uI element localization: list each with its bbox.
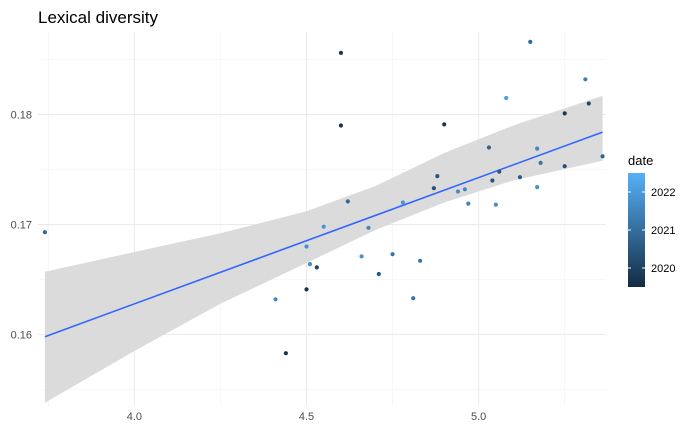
points-layer: [42, 39, 605, 356]
data-point: [304, 244, 309, 249]
data-point: [321, 224, 326, 229]
trend-line-layer: [44, 131, 603, 338]
confidence-band-layer: [44, 95, 603, 403]
data-point: [528, 39, 533, 45]
data-point: [273, 297, 278, 302]
data-point: [42, 230, 47, 235]
data-point: [504, 95, 509, 101]
data-point: [283, 351, 288, 356]
data-point: [345, 199, 350, 204]
data-point: [376, 271, 381, 277]
legend-ticks: 2020 2021 2022: [628, 187, 675, 275]
y-tick-label: 0.17: [11, 220, 32, 232]
legend-tick-label: 2021: [651, 225, 675, 237]
y-tick-label: 0.16: [11, 330, 32, 342]
legend-colorbar: [628, 173, 645, 287]
data-point: [418, 258, 423, 263]
data-point: [442, 122, 447, 127]
data-point: [486, 145, 492, 150]
trend-line: [44, 131, 603, 338]
data-point: [493, 202, 498, 207]
x-tick-label: 4.5: [299, 411, 314, 423]
confidence-band: [44, 95, 603, 403]
x-axis-ticks: 4.0 4.5 5.0: [127, 411, 487, 423]
data-point: [562, 164, 567, 169]
data-point: [538, 160, 543, 165]
data-point: [535, 146, 540, 151]
data-point: [431, 186, 436, 191]
legend: date 2020 2021 2022: [628, 153, 675, 287]
data-point: [497, 169, 502, 174]
data-point: [400, 200, 405, 205]
y-tick-label: 0.18: [11, 110, 32, 122]
data-point: [583, 77, 588, 82]
data-point: [338, 50, 344, 56]
data-point: [600, 154, 605, 159]
data-point: [466, 201, 471, 206]
data-point: [562, 111, 567, 116]
data-point: [338, 123, 344, 128]
data-point: [411, 296, 416, 301]
legend-title: date: [628, 153, 653, 168]
legend-tick-label: 2022: [651, 187, 675, 199]
data-point: [304, 287, 309, 292]
data-point: [455, 189, 461, 194]
data-point: [435, 174, 440, 179]
x-tick-label: 4.0: [127, 411, 142, 423]
x-tick-label: 5.0: [471, 411, 486, 423]
legend-tick-label: 2020: [651, 263, 675, 275]
data-point: [359, 254, 364, 259]
data-point: [586, 101, 591, 106]
chart-title: Lexical diversity: [38, 8, 158, 27]
data-point: [462, 187, 467, 192]
data-point: [314, 265, 319, 270]
data-point: [490, 178, 495, 183]
data-point: [307, 262, 313, 267]
y-axis-ticks: 0.16 0.17 0.18: [11, 110, 32, 342]
data-point: [535, 185, 540, 190]
data-point: [390, 252, 395, 257]
data-point: [366, 225, 371, 230]
data-point: [517, 175, 523, 180]
